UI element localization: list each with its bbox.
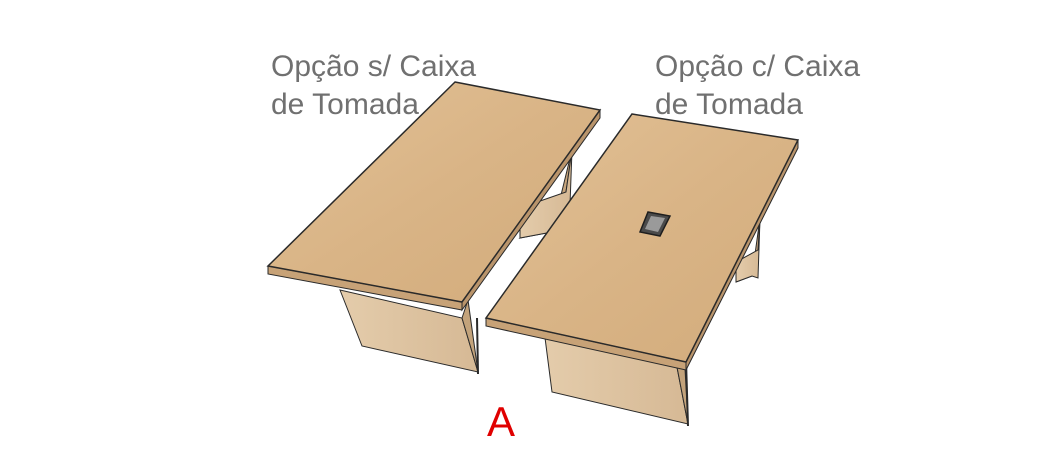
tabletop-surface <box>266 81 602 303</box>
tabletop-surface <box>484 113 800 363</box>
caption-with-outlet-box: Opção c/ Caixa de Tomada <box>655 48 860 124</box>
variant-letter: A <box>487 398 516 445</box>
table-with-outlet-box <box>484 113 800 427</box>
front-leg-panel <box>339 289 479 375</box>
table-without-outlet-box <box>266 81 602 375</box>
caption-without-outlet-box: Opção s/ Caixa de Tomada <box>271 48 476 124</box>
caption-line-1: Opção s/ Caixa <box>271 50 477 83</box>
caption-line-2: de Tomada <box>655 88 803 121</box>
caption-line-1: Opção c/ Caixa <box>655 50 861 83</box>
caption-line-2: de Tomada <box>271 88 419 121</box>
tabletop-edge <box>267 108 601 312</box>
outlet-box <box>638 211 672 237</box>
